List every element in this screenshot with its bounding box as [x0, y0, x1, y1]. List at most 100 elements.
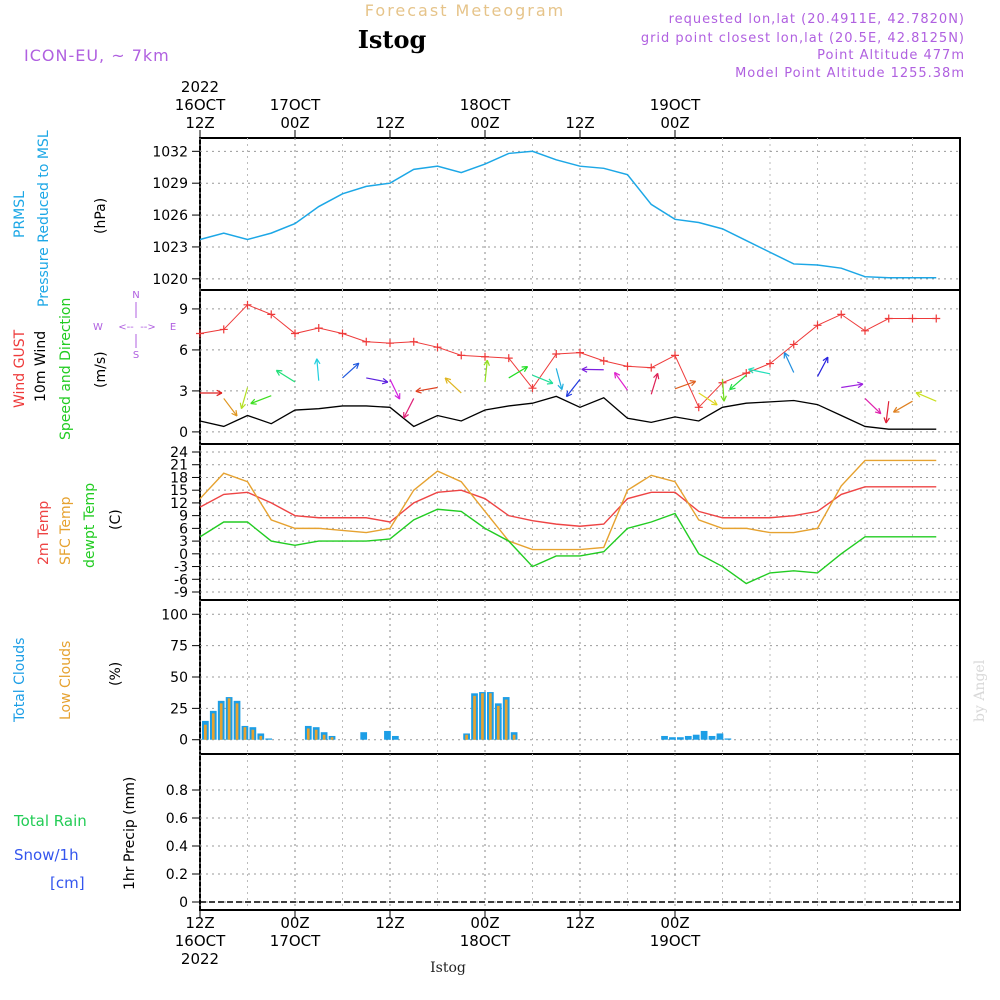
- gust-marker: [552, 350, 561, 359]
- top-tick-label: 00Z: [470, 114, 499, 132]
- pressure-series-line: [199, 150, 937, 279]
- wind-direction-arrow: [864, 398, 882, 415]
- temp-ytick-label: 12: [170, 496, 188, 512]
- wind-label-10m: 10m Wind: [33, 331, 49, 402]
- wind-direction-arrowhead: [239, 402, 246, 410]
- wind-direction-arrowhead: [729, 383, 736, 391]
- temp-2m-series-line: [199, 486, 937, 527]
- gust-marker: [837, 310, 846, 319]
- wind-direction-arrowhead: [381, 377, 389, 385]
- wind-direction-arrowhead: [883, 417, 890, 424]
- wind-direction-arrowhead: [892, 406, 900, 413]
- wind-direction-arrow: [565, 378, 581, 398]
- top-tick-label: 17OCT: [270, 96, 321, 114]
- gust-marker: [766, 359, 774, 368]
- wind-ytick-label: 0: [179, 425, 188, 441]
- total-clouds-bar: [708, 735, 716, 740]
- gust-marker: [219, 325, 228, 334]
- station-title: Istog: [358, 25, 427, 54]
- wind-direction-arrow: [816, 356, 829, 377]
- temp-dewpt-series-line: [199, 508, 937, 585]
- wind-direction-arrowhead: [483, 359, 491, 366]
- gust-marker: [528, 384, 537, 393]
- pressure-ytick-label: 1026: [152, 208, 188, 224]
- wind-direction-arrow: [783, 352, 795, 373]
- low-clouds-bar: [489, 693, 492, 740]
- compass-east: E: [170, 322, 176, 333]
- cloud-ytick-label: 0: [179, 733, 188, 749]
- compass-south: S: [133, 350, 139, 361]
- wind-direction-arrow: [276, 369, 296, 383]
- low-clouds-bar: [473, 695, 476, 740]
- gridlines: [199, 138, 960, 910]
- low-clouds-bar: [465, 734, 468, 740]
- low-clouds-bar: [259, 735, 263, 740]
- bottom-tick-label: 12Z: [565, 914, 594, 932]
- wind-direction-arrow: [508, 366, 528, 379]
- wind-direction-arrow: [415, 386, 438, 392]
- temp-ytick-label: 6: [179, 521, 188, 537]
- pressure-frame: [199, 137, 961, 291]
- gust-marker: [243, 300, 252, 309]
- low-clouds-bar: [330, 737, 334, 740]
- wind-direction-arrowhead: [250, 398, 257, 405]
- temp-label-2m: 2m Temp: [36, 501, 52, 565]
- wind-direction-arrowhead: [653, 372, 660, 380]
- temp-ytick-label: -9: [174, 585, 188, 601]
- wind-panel: [196, 300, 941, 430]
- wind-direction-arrowhead: [874, 407, 882, 415]
- wind-direction-arrow: [885, 401, 890, 424]
- cloud-ytick-label: 75: [170, 639, 188, 655]
- model-altitude: Model Point Altitude 1255.38m: [735, 66, 965, 81]
- total-clouds-bar: [724, 738, 732, 740]
- gust-marker: [861, 326, 869, 335]
- pressure-unit: (hPa): [93, 198, 109, 234]
- top-tick-label: 00Z: [660, 114, 689, 132]
- temp-ytick-label: 24: [170, 445, 188, 461]
- gust-marker: [694, 403, 703, 412]
- total-clouds-bar: [265, 738, 273, 740]
- top-tick-label: 12Z: [185, 114, 214, 132]
- gust-marker: [409, 337, 418, 346]
- total-clouds-bar: [661, 735, 668, 740]
- wind-direction-arrow: [915, 392, 937, 402]
- low-clouds-bar: [504, 699, 508, 740]
- gust-marker: [362, 337, 371, 346]
- top-tick-label: 12Z: [565, 114, 594, 132]
- compass-east-arrow: -->: [140, 322, 156, 333]
- low-clouds-bar: [243, 727, 247, 740]
- wind-direction-arrowhead: [231, 409, 238, 417]
- temp-ytick-label: 15: [170, 483, 188, 499]
- wind-direction-arrow: [893, 400, 913, 413]
- top-tick-label: 18OCT: [460, 96, 511, 114]
- low-clouds-bar: [204, 724, 207, 740]
- total-clouds-bar: [700, 730, 708, 740]
- total-clouds-bar: [716, 733, 724, 740]
- wind-speed-series-line: [199, 395, 937, 430]
- wind-direction-arrow: [614, 372, 628, 391]
- wind-direction-arrowhead: [557, 383, 564, 391]
- wind-direction-arrowhead: [711, 399, 718, 406]
- pressure-label-1: PRMSL: [12, 191, 28, 238]
- gust-marker: [932, 314, 941, 323]
- low-clouds-bar: [211, 713, 215, 740]
- pressure-ylabels: PRMSL Pressure Reduced to MSL (hPa): [12, 130, 109, 307]
- wind-direction-arrowhead: [275, 369, 283, 376]
- total-clouds-bar: [684, 735, 692, 740]
- precip-legend-cm: [cm]: [50, 874, 85, 892]
- wind-direction-arrow: [366, 377, 388, 383]
- requested-point: requested lon,lat (20.4911E, 42.7820N): [669, 12, 965, 27]
- wind-direction-arrow: [250, 395, 272, 405]
- precip-ylabel: 1hr Precip (mm): [122, 777, 138, 890]
- wind-ytick-label: 6: [179, 343, 188, 359]
- low-clouds-bar: [306, 728, 310, 740]
- wind-direction-arrow: [316, 358, 320, 381]
- gust-marker: [576, 348, 584, 357]
- gust-marker: [647, 363, 656, 372]
- cloud-label-total: Total Clouds: [12, 638, 28, 723]
- temp-ylabels: 2m Temp SFC Temp dewpt Temp (C): [36, 483, 124, 568]
- gust-marker: [314, 324, 323, 333]
- temp-ytick-label: 21: [170, 458, 188, 474]
- gust-marker: [908, 314, 917, 323]
